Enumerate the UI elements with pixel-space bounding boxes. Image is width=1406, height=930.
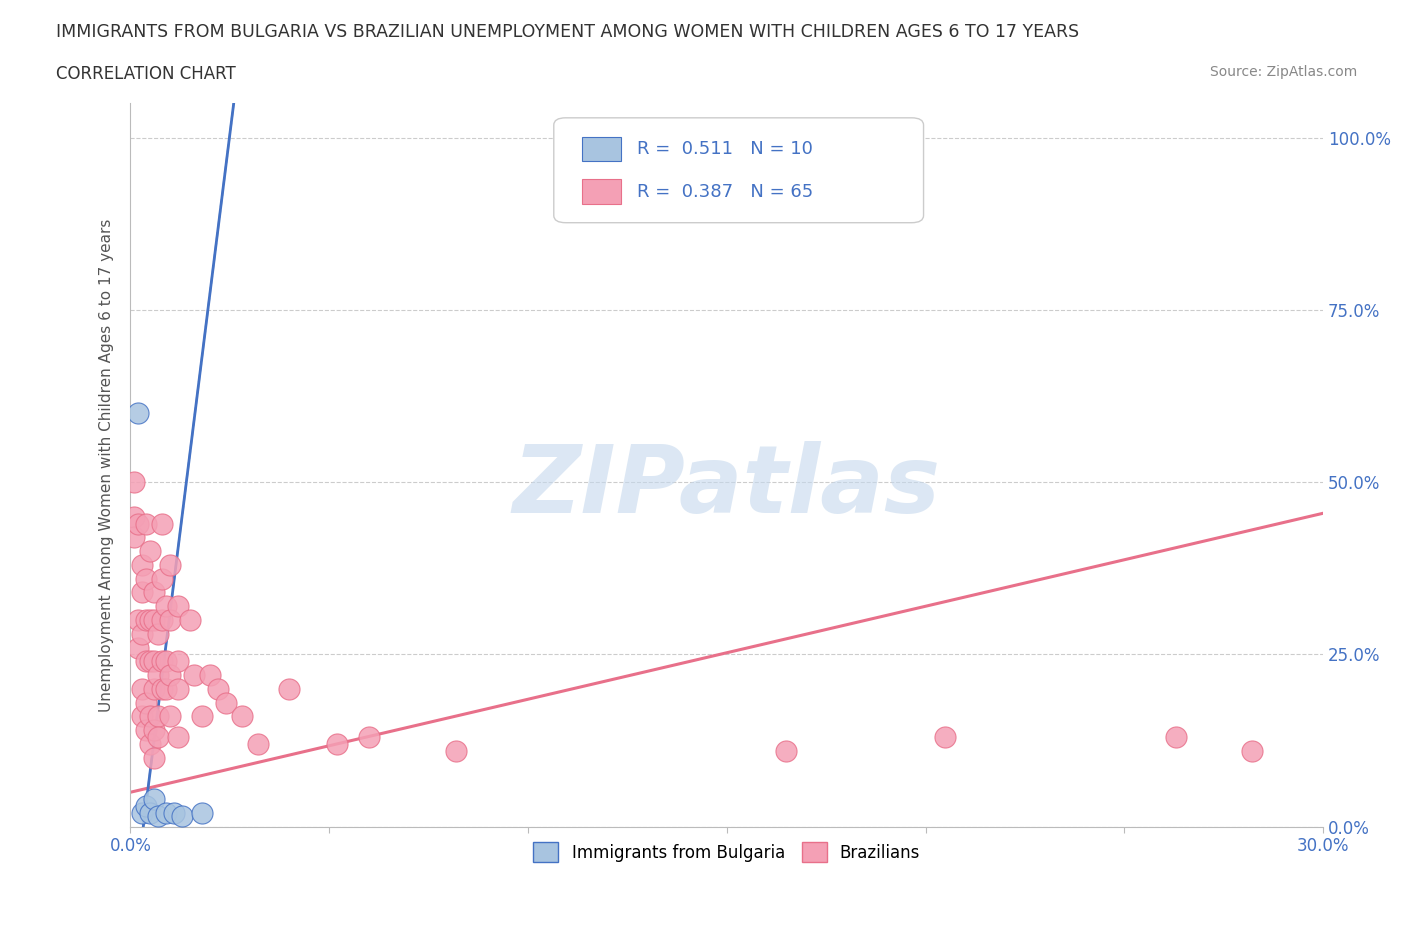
Legend: Immigrants from Bulgaria, Brazilians: Immigrants from Bulgaria, Brazilians (527, 835, 927, 869)
Point (198, 668, 221, 683)
Point (135, 654, 157, 669)
Point (934, 730, 956, 745)
Point (146, 709, 169, 724)
Point (135, 723, 157, 737)
Point (170, 809, 193, 824)
Point (143, 791, 166, 806)
Point (127, 516, 149, 531)
Point (215, 696, 238, 711)
FancyBboxPatch shape (554, 118, 924, 222)
Point (143, 682, 166, 697)
Point (179, 613, 201, 628)
Point (124, 510, 146, 525)
Point (146, 730, 169, 745)
Point (135, 516, 157, 531)
Point (131, 585, 153, 600)
Point (150, 654, 173, 669)
Point (139, 654, 162, 669)
Point (135, 613, 157, 628)
Text: ZIPatlas: ZIPatlas (513, 441, 941, 533)
Point (155, 599, 177, 614)
Point (143, 613, 166, 628)
Point (131, 557, 153, 572)
Point (131, 709, 153, 724)
Point (143, 723, 166, 737)
Y-axis label: Unemployment Among Women with Children Ages 6 to 17 years: Unemployment Among Women with Children A… (100, 219, 114, 711)
Point (150, 571, 173, 586)
Point (231, 709, 253, 724)
Text: Source: ZipAtlas.com: Source: ZipAtlas.com (1209, 65, 1357, 79)
Point (146, 668, 169, 683)
Point (131, 627, 153, 642)
Point (135, 571, 157, 586)
Point (124, 475, 146, 490)
Point (191, 805, 214, 820)
Bar (582, 179, 620, 204)
Point (191, 709, 214, 724)
Point (167, 730, 190, 745)
Text: IMMIGRANTS FROM BULGARIA VS BRAZILIAN UNEMPLOYMENT AMONG WOMEN WITH CHILDREN AGE: IMMIGRANTS FROM BULGARIA VS BRAZILIAN UN… (56, 23, 1080, 41)
Point (155, 654, 177, 669)
Point (135, 799, 157, 814)
Point (446, 743, 468, 758)
Point (139, 805, 162, 820)
Point (163, 805, 186, 820)
Point (1240, 743, 1263, 758)
Point (159, 613, 181, 628)
Point (326, 737, 349, 751)
Bar (582, 137, 620, 161)
Point (183, 668, 205, 683)
Point (139, 544, 162, 559)
Point (150, 613, 173, 628)
Point (775, 743, 797, 758)
Point (596, 130, 619, 145)
Point (155, 805, 177, 820)
Point (207, 682, 229, 697)
Point (167, 654, 190, 669)
Point (131, 682, 153, 697)
Point (159, 668, 181, 683)
Point (127, 613, 149, 628)
Point (150, 516, 173, 531)
Point (159, 557, 181, 572)
Point (167, 682, 190, 697)
Point (139, 613, 162, 628)
Text: R =  0.511   N = 10: R = 0.511 N = 10 (637, 140, 813, 158)
Point (278, 682, 301, 697)
Point (150, 682, 173, 697)
Point (167, 599, 190, 614)
Point (143, 654, 166, 669)
Point (143, 585, 166, 600)
Point (159, 709, 181, 724)
Point (357, 730, 380, 745)
Point (1164, 730, 1187, 745)
Point (143, 751, 166, 765)
Point (127, 640, 149, 655)
Point (139, 709, 162, 724)
Point (155, 682, 177, 697)
Point (127, 405, 149, 420)
Text: R =  0.387   N = 65: R = 0.387 N = 65 (637, 182, 814, 201)
Text: CORRELATION CHART: CORRELATION CHART (56, 65, 236, 83)
Point (146, 627, 169, 642)
Point (139, 737, 162, 751)
Point (131, 805, 153, 820)
Point (135, 696, 157, 711)
Point (146, 809, 169, 824)
Point (246, 737, 269, 751)
Point (124, 530, 146, 545)
